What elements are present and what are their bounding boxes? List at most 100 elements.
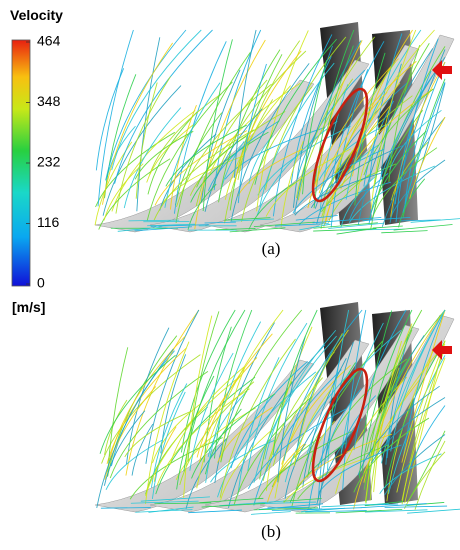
streamline bbox=[150, 224, 209, 227]
streamline bbox=[305, 510, 367, 513]
streamline bbox=[306, 329, 402, 455]
streamline bbox=[253, 221, 315, 228]
streamline bbox=[230, 361, 308, 469]
streamline bbox=[340, 395, 377, 453]
streamline bbox=[274, 223, 329, 227]
streamline bbox=[298, 181, 391, 226]
streamline bbox=[153, 129, 254, 221]
streamline bbox=[256, 120, 338, 216]
streamline bbox=[148, 506, 194, 513]
streamline bbox=[277, 336, 306, 483]
streamline bbox=[340, 322, 384, 455]
streamline bbox=[196, 136, 247, 188]
streamline bbox=[375, 343, 446, 459]
streamline bbox=[414, 440, 446, 510]
streamline bbox=[115, 76, 171, 214]
streamline bbox=[135, 509, 193, 513]
streamline bbox=[396, 341, 446, 493]
streamline bbox=[314, 81, 409, 209]
streamline bbox=[95, 131, 176, 208]
streamline bbox=[253, 369, 342, 506]
streamline bbox=[366, 309, 446, 453]
streamline bbox=[190, 131, 269, 203]
streamline bbox=[134, 130, 194, 180]
streamline bbox=[196, 309, 284, 489]
streamline bbox=[201, 503, 266, 508]
streamline bbox=[360, 503, 427, 509]
streamline bbox=[350, 29, 435, 177]
streamline bbox=[256, 30, 309, 212]
streamline bbox=[334, 91, 388, 176]
streamline bbox=[213, 29, 262, 191]
streamline bbox=[372, 225, 403, 229]
streamline bbox=[295, 215, 338, 221]
streamline bbox=[348, 165, 436, 223]
streamline bbox=[234, 50, 302, 183]
streamline bbox=[340, 228, 405, 231]
streamline bbox=[299, 223, 331, 231]
streamline bbox=[179, 381, 255, 486]
streamline bbox=[128, 219, 180, 222]
streamline bbox=[231, 218, 275, 222]
streamline bbox=[219, 338, 296, 498]
panel-b bbox=[94, 302, 460, 515]
streamline bbox=[237, 148, 304, 197]
streamline bbox=[353, 309, 407, 451]
streamline bbox=[381, 230, 428, 234]
streamline bbox=[384, 434, 446, 496]
streamline bbox=[183, 315, 213, 498]
streamline bbox=[145, 341, 190, 504]
highlight-ellipse bbox=[311, 367, 369, 483]
streamline bbox=[404, 61, 446, 204]
streamline bbox=[266, 443, 307, 504]
streamline bbox=[209, 82, 301, 175]
streamline bbox=[374, 109, 424, 209]
streamline bbox=[175, 52, 251, 223]
streamline bbox=[129, 437, 223, 500]
streamline bbox=[219, 500, 287, 507]
streamline bbox=[111, 29, 202, 171]
streamline bbox=[153, 426, 177, 482]
streamline bbox=[313, 222, 378, 229]
streamline bbox=[204, 108, 263, 212]
streamline bbox=[217, 371, 317, 498]
streamline bbox=[117, 226, 163, 232]
streamline bbox=[258, 431, 352, 500]
streamline bbox=[161, 155, 244, 205]
streamline bbox=[371, 147, 438, 219]
streamline bbox=[273, 443, 305, 486]
streamline bbox=[106, 125, 136, 179]
streamline bbox=[335, 508, 403, 514]
streamline bbox=[320, 61, 396, 229]
streamline bbox=[362, 216, 411, 222]
streamline bbox=[312, 217, 382, 224]
streamline bbox=[283, 498, 322, 502]
streamline bbox=[265, 148, 352, 217]
streamline bbox=[165, 124, 247, 187]
streamline bbox=[195, 79, 268, 207]
streamline bbox=[386, 369, 409, 459]
inflow-arrow bbox=[432, 340, 452, 360]
blade bbox=[94, 79, 315, 233]
blade bbox=[149, 339, 370, 513]
streamline bbox=[283, 309, 363, 461]
streamline bbox=[283, 458, 364, 504]
streamline bbox=[101, 354, 201, 464]
streamline bbox=[230, 63, 310, 223]
streamline bbox=[136, 37, 161, 212]
streamline bbox=[257, 125, 351, 196]
tick-label: 0 bbox=[37, 275, 45, 291]
colorbar-unit: [m/s] bbox=[12, 299, 45, 315]
panel-a bbox=[94, 22, 460, 235]
tick-label: 348 bbox=[37, 93, 61, 109]
streamline bbox=[154, 130, 248, 206]
streamline bbox=[103, 410, 146, 486]
colorbar-title: Velocity bbox=[10, 7, 63, 23]
streamline bbox=[135, 82, 158, 199]
streamline bbox=[400, 219, 441, 222]
streamline bbox=[318, 444, 402, 493]
streamline bbox=[280, 140, 304, 228]
streamline bbox=[220, 367, 245, 462]
streamline bbox=[159, 133, 217, 211]
streamline bbox=[330, 69, 369, 228]
